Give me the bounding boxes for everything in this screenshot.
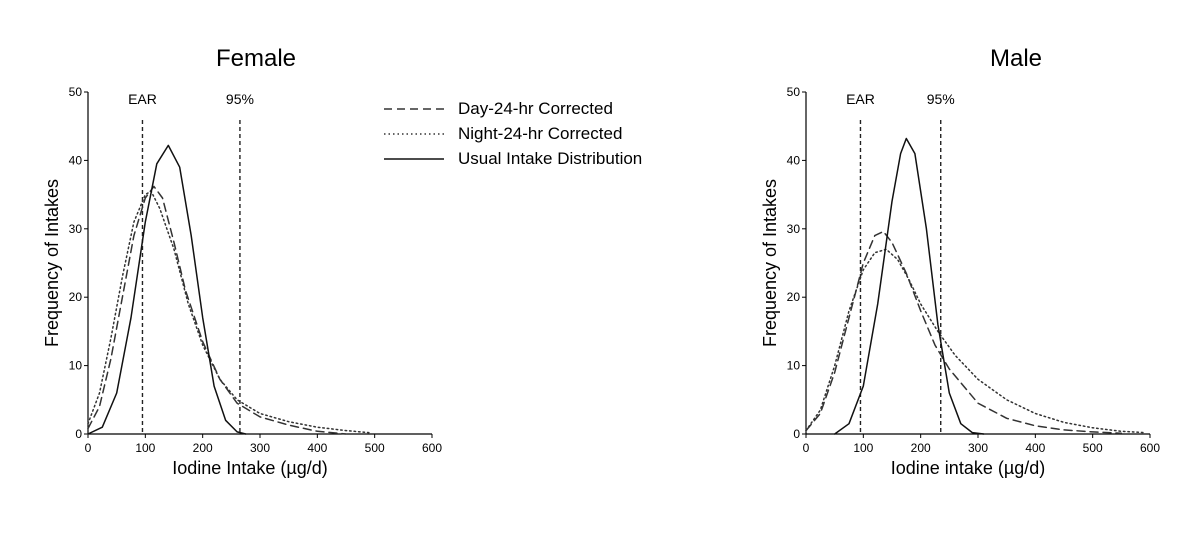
chart-title: Female [216,45,296,72]
x-tick-label: 100 [853,441,873,455]
y-axis-label: Frequency of Intakes [760,179,780,347]
series-dotted [805,248,1146,434]
legend-item-night: Night-24-hr Corrected [384,121,642,146]
x-tick-label: 200 [911,441,931,455]
x-axis-label: Iodine intake (µg/d) [891,458,1045,478]
series-dotted [87,190,370,434]
x-tick-label: 500 [1083,441,1103,455]
legend-item-usual: Usual Intake Distribution [384,146,642,171]
y-tick-label: 50 [787,85,801,99]
x-tick-label: 400 [307,441,327,455]
series-dashed [87,185,347,435]
legend-label-usual: Usual Intake Distribution [458,148,643,168]
y-axis-label: Frequency of Intakes [42,179,62,347]
legend-item-day: Day-24-hr Corrected [384,96,642,121]
y-tick-label: 10 [787,359,801,373]
x-tick-label: 0 [803,441,810,455]
y-tick-label: 40 [69,153,83,167]
y-tick-label: 0 [793,427,800,441]
x-tick-label: 600 [1140,441,1160,455]
legend-label-day: Day-24-hr Corrected [458,98,613,118]
legend-swatch-solid [384,157,444,160]
y-tick-label: 30 [69,222,83,236]
series-solid [87,144,247,435]
y-tick-label: 20 [787,290,801,304]
y-tick-label: 40 [787,153,801,167]
x-tick-label: 200 [193,441,213,455]
x-tick-label: 300 [250,441,270,455]
legend-label-night: Night-24-hr Corrected [458,123,623,143]
x-tick-label: 600 [422,441,442,455]
x-tick-label: 100 [135,441,155,455]
reference-line-label: 95% [226,91,254,107]
female-panel: Female 0 100 200 300 400 500 600 0 10 20 30 40 50 Iodi… [42,45,442,478]
y-tick-label: 20 [69,290,83,304]
x-tick-label: 0 [85,441,92,455]
reference-line-label: EAR [128,91,157,107]
chart-title: Male [990,45,1042,72]
y-tick-label: 30 [787,222,801,236]
reference-line-label: EAR [846,91,875,107]
x-tick-label: 300 [968,441,988,455]
legend-swatch-dotted [384,132,444,135]
y-tick-label: 0 [75,427,82,441]
y-tick-label: 50 [69,85,83,99]
y-tick-label: 10 [69,359,83,373]
series-dashed [805,230,1123,435]
legend-swatch-dashed [384,107,444,110]
male-panel: Male 0 100 200 300 400 500 600 0 10 20 30 40 50 Iodine… [760,45,1160,478]
x-tick-label: 400 [1025,441,1045,455]
x-axis-label: Iodine Intake (µg/d) [172,458,327,478]
reference-line-label: 95% [927,91,955,107]
series-solid [833,137,985,435]
legend: Day-24-hr Corrected Night-24-hr Correcte… [384,96,642,171]
x-tick-label: 500 [365,441,385,455]
